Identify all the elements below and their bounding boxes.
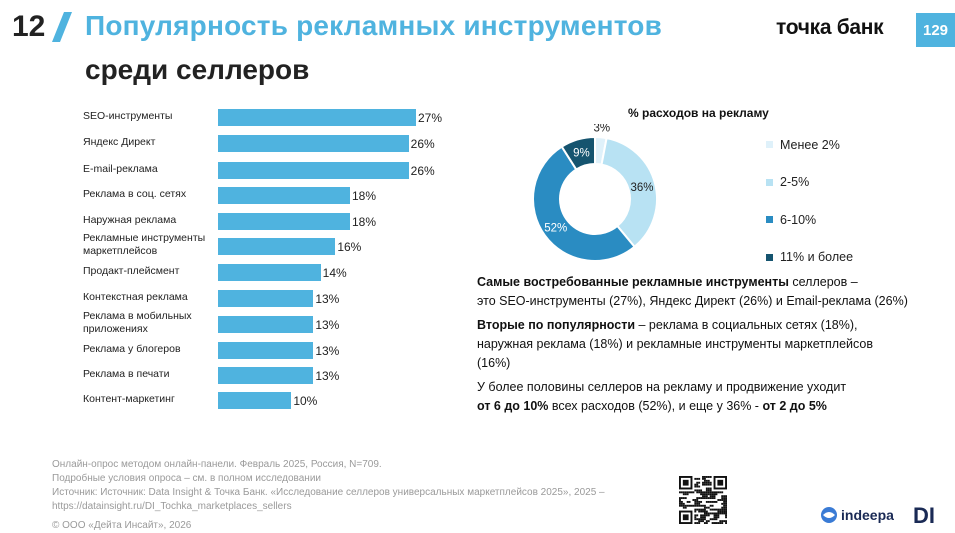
bar — [218, 367, 314, 384]
donut-slice — [600, 136, 658, 249]
summary-p3-mid: всех расходов (52%), и еще у 36% - — [548, 399, 763, 413]
bar — [218, 290, 314, 307]
summary-p1-line2: это SEO-инструменты (27%), Яндекс Директ… — [477, 294, 908, 308]
bar-value-label: 26% — [410, 137, 435, 151]
bar-value-label: 16% — [337, 240, 362, 254]
donut-legend: Менее 2% 2-5% 6-10% 11% и более — [766, 126, 853, 276]
bar-value-label: 18% — [352, 215, 377, 229]
bar-value-label: 14% — [322, 266, 347, 280]
bar — [218, 162, 409, 179]
legend-item: Менее 2% — [766, 126, 853, 164]
bar-value-label: 13% — [315, 292, 340, 306]
bar-value-label: 13% — [315, 369, 340, 383]
footer-line-2: Подробные условия опроса – см. в полном … — [52, 473, 321, 484]
legend-item: 2-5% — [766, 164, 853, 202]
legend-item: 6-10% — [766, 201, 853, 239]
bar — [218, 392, 292, 409]
donut-value-label: 36% — [630, 182, 653, 194]
bar-category-label: Реклама у блогеров — [83, 343, 181, 355]
bar — [218, 187, 350, 204]
bar-category-label: Контекстная реклама — [83, 291, 188, 303]
bar-category-label: Реклама в мобильных приложениях — [83, 310, 192, 335]
legend-swatch — [766, 141, 773, 149]
brand-logo: точка банк — [776, 16, 884, 39]
page-number: 129 — [922, 21, 949, 39]
bar-category-label: Контент-маркетинг — [83, 393, 175, 405]
summary-p2-line3: (16%) — [477, 356, 511, 370]
donut-slice — [560, 135, 596, 171]
bar-category-label: Реклама в соц. сетях — [83, 188, 187, 200]
summary-p3-line1: У более половины селлеров на рекламу и п… — [477, 380, 847, 394]
bar-category-label: Продакт-плейсмент — [83, 265, 180, 277]
bar — [218, 213, 350, 230]
bar-value-label: 18% — [352, 189, 377, 203]
summary-p1-bold: Самые востребованные рекламные инструмен… — [477, 275, 789, 289]
donut-value-label: 52% — [544, 223, 567, 235]
summary-paragraph-2: Вторые по популярности – реклама в социа… — [477, 316, 947, 373]
bar-category-label: SEO-инструменты — [83, 110, 173, 122]
bar-category-label: Яндекс Директ — [83, 136, 156, 148]
indeepa-logo: indeepa — [841, 507, 894, 523]
footer-line-4: https://datainsight.ru/DI_Tochka_marketp… — [52, 501, 292, 512]
bar-value-label: 13% — [315, 344, 340, 358]
donut-value-label: 9% — [573, 147, 590, 159]
footer-line-3: Источник: Источник: Data Insight & Точка… — [52, 487, 605, 498]
footer-notes: Онлайн-опрос методом онлайн-панели. Февр… — [52, 458, 605, 533]
page-title: Популярность рекламных инструментов — [85, 10, 662, 41]
legend-label: Менее 2% — [780, 137, 840, 152]
slash-decoration-icon — [52, 12, 72, 42]
legend-label: 2-5% — [780, 175, 810, 190]
bar — [218, 316, 314, 333]
summary-p2-line2: наружная реклама (18%) и рекламные инстр… — [477, 337, 873, 351]
legend-swatch — [766, 216, 773, 224]
summary-p2-bold: Вторые по популярности — [477, 318, 636, 332]
summary-p2-rest: – реклама в социальных сетях (18%), — [635, 318, 858, 332]
bar-category-label: Рекламные инструменты маркетплейсов — [83, 232, 206, 257]
bar — [218, 238, 336, 255]
legend-label: 6-10% — [780, 212, 817, 227]
donut-value-label: 3% — [593, 124, 610, 134]
bar-value-label: 10% — [293, 394, 318, 408]
slide-number: 12 — [12, 10, 46, 43]
summary-p3-bold1: от 6 до 10% — [477, 399, 549, 413]
bar-category-label: Наружная реклама — [83, 214, 177, 226]
bar-value-label: 26% — [410, 164, 435, 178]
footer-line-5: © ООО «Дейта Инсайт», 2026 — [52, 520, 192, 531]
di-logo: DI — [913, 503, 935, 528]
summary-paragraph-3: У более половины селлеров на рекламу и п… — [477, 378, 947, 416]
footer-line-1: Онлайн-опрос методом онлайн-панели. Февр… — [52, 459, 382, 470]
bar-value-label: 13% — [315, 318, 340, 332]
summary-p1-rest: селлеров – — [788, 275, 858, 289]
donut-slice — [532, 145, 636, 262]
qr-code-icon — [679, 476, 727, 524]
summary-p3-bold2: от 2 до 5% — [762, 399, 827, 413]
bar — [218, 342, 314, 359]
summary-paragraph-1: Самые востребованные рекламные инструмен… — [477, 273, 947, 311]
bar — [218, 109, 416, 126]
bar — [218, 264, 321, 281]
page-number-badge: 129 — [916, 13, 955, 47]
bar-category-label: Реклама в печати — [83, 368, 170, 380]
donut-chart: 3% 36% 52% 9% — [532, 124, 658, 262]
legend-swatch — [766, 178, 773, 186]
bar — [218, 135, 409, 152]
pie-chart-title: % расходов на рекламу — [628, 106, 769, 120]
page-subtitle: среди селлеров — [85, 54, 310, 85]
indeepa-logo-icon — [821, 507, 837, 523]
bar-value-label: 27% — [418, 111, 443, 125]
legend-swatch — [766, 253, 773, 261]
summary-text: Самые востребованные рекламные инструмен… — [477, 273, 947, 416]
bar-category-label: E-mail-реклама — [83, 163, 158, 175]
legend-label: 11% и более — [780, 250, 854, 265]
legend-item: 11% и более — [766, 239, 853, 277]
